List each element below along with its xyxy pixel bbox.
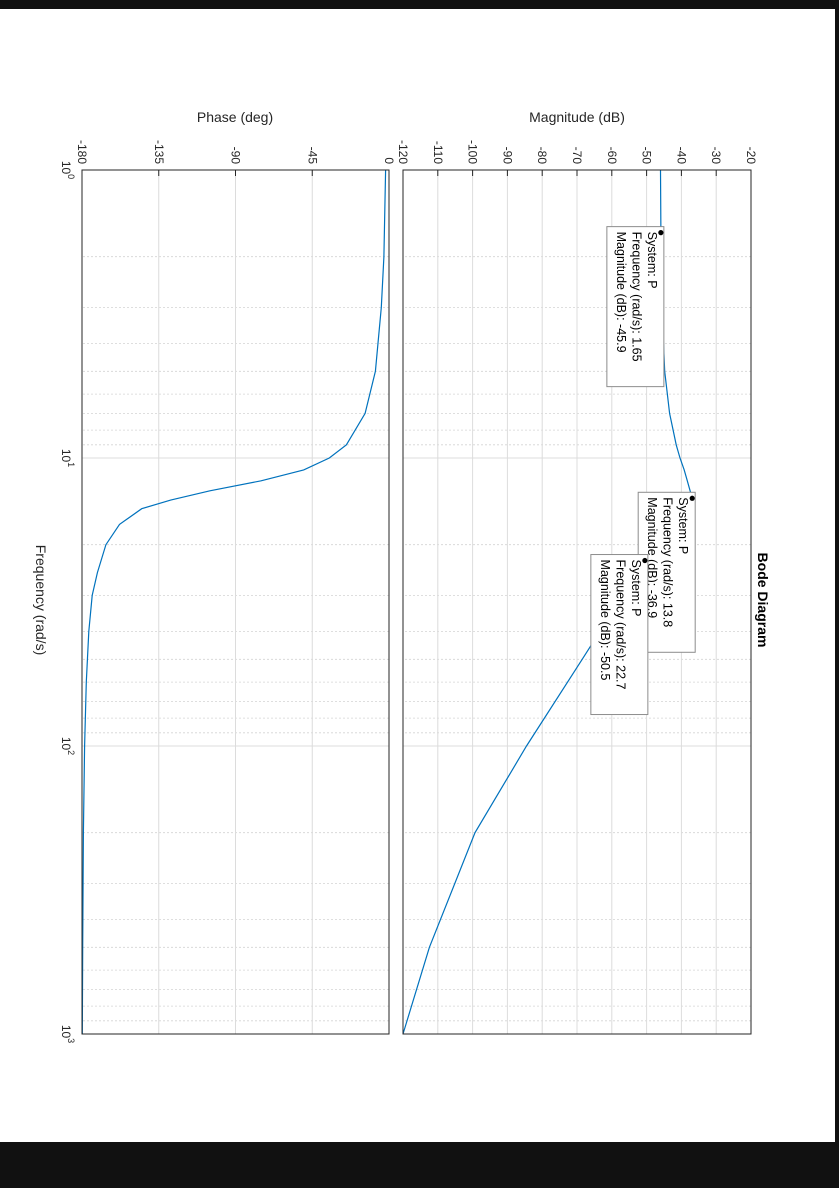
magnitude-y-tick-label: -80 <box>535 147 549 165</box>
rotated-plot: Bode Diagram -120 -110 -100 -90 -80 -70 -60 -50… <box>33 109 771 1043</box>
datatip-box <box>590 554 649 716</box>
phase-y-tick-label: -180 <box>75 140 89 164</box>
datatip-line: Magnitude (dB): -36.9 <box>645 497 659 618</box>
datatip-marker[interactable] <box>689 495 695 501</box>
x-tick-label: 101 <box>59 449 76 467</box>
datatip-marker[interactable] <box>658 230 664 236</box>
magnitude-y-tick-label: -70 <box>570 147 584 165</box>
magnitude-y-tick-label: -40 <box>674 147 688 165</box>
x-tick-exponent: 2 <box>66 750 76 755</box>
magnitude-y-ticks: -120 -110 -100 -90 -80 -70 -60 -50 -40 -30 -20 <box>396 140 758 176</box>
magnitude-axis-label: Magnitude (dB) <box>529 109 625 125</box>
datatip-line: System: P <box>645 232 659 289</box>
right-edge <box>835 9 839 1142</box>
phase-y-tick-label: -135 <box>152 140 166 164</box>
magnitude-y-tick-label: -20 <box>744 147 758 165</box>
datatip-line: System: P <box>676 497 690 554</box>
magnitude-y-tick-label: -120 <box>396 140 410 164</box>
x-tick-label: 102 <box>59 737 76 755</box>
datatip-line: Magnitude (dB): -50.5 <box>598 560 612 681</box>
phase-y-ticks: -180 -135 -90 -45 0 <box>75 140 396 176</box>
x-axis-label: Frequency (rad/s) <box>33 545 49 655</box>
bottom-bar <box>0 1142 839 1188</box>
x-tick-exponent: 1 <box>66 462 76 467</box>
phase-series-line <box>81 169 387 1035</box>
magnitude-y-tick-label: -90 <box>500 147 514 165</box>
magnitude-y-tick-label: -60 <box>605 147 619 165</box>
magnitude-y-tick-label: -30 <box>709 147 723 165</box>
phase-grid <box>82 170 389 1034</box>
datatip-box <box>606 226 665 388</box>
x-tick-label: 103 <box>59 1025 76 1043</box>
x-tick-exponent: 3 <box>66 1038 76 1043</box>
phase-axis-label: Phase (deg) <box>197 109 273 125</box>
datatip-line: Frequency (rad/s): 22.7 <box>613 560 627 690</box>
datatip-marker[interactable] <box>642 557 648 564</box>
datatip-line: Frequency (rad/s): 1.65 <box>629 232 643 362</box>
phase-y-tick-label: -45 <box>305 147 319 165</box>
figure-page <box>0 9 835 1142</box>
x-tick-exponent: 0 <box>66 174 76 179</box>
x-tick-label: 100 <box>59 161 76 179</box>
magnitude-y-tick-label: -50 <box>640 147 654 165</box>
magnitude-y-tick-label: -110 <box>431 141 445 164</box>
datatip-line: System: P <box>629 560 643 617</box>
magnitude-grid <box>403 170 751 1034</box>
phase-y-tick-label: 0 <box>382 157 396 164</box>
datatip-line: Magnitude (dB): -45.9 <box>614 232 628 353</box>
phase-y-tick-label: -90 <box>229 147 243 165</box>
datatip-line: Frequency (rad/s): 13.8 <box>661 497 675 627</box>
chart-title: Bode Diagram <box>755 553 771 648</box>
magnitude-y-tick-label: -100 <box>466 140 480 164</box>
